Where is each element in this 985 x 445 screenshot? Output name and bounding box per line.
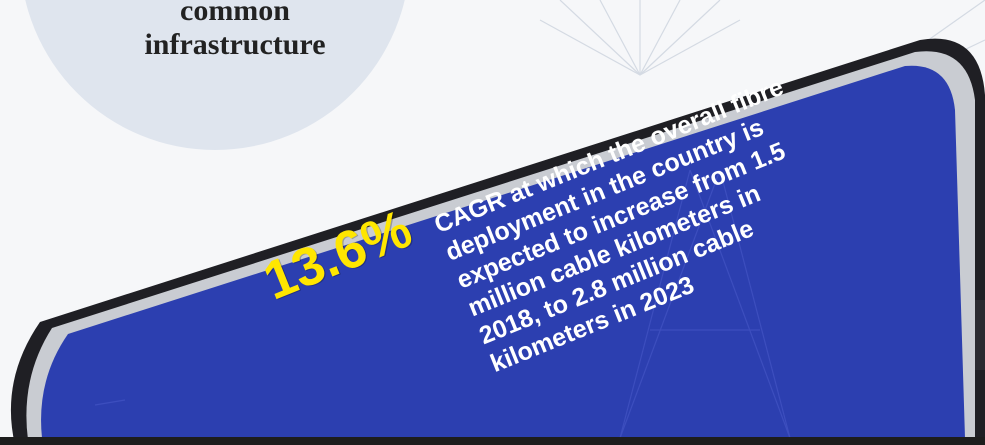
- badge-line: common: [180, 0, 290, 27]
- badge-line: infrastructure: [144, 28, 326, 61]
- bottom-rule: [0, 437, 985, 445]
- side-button: [975, 300, 985, 370]
- phone-screen: [41, 65, 966, 438]
- badge-label: common infrastructure: [100, 0, 370, 62]
